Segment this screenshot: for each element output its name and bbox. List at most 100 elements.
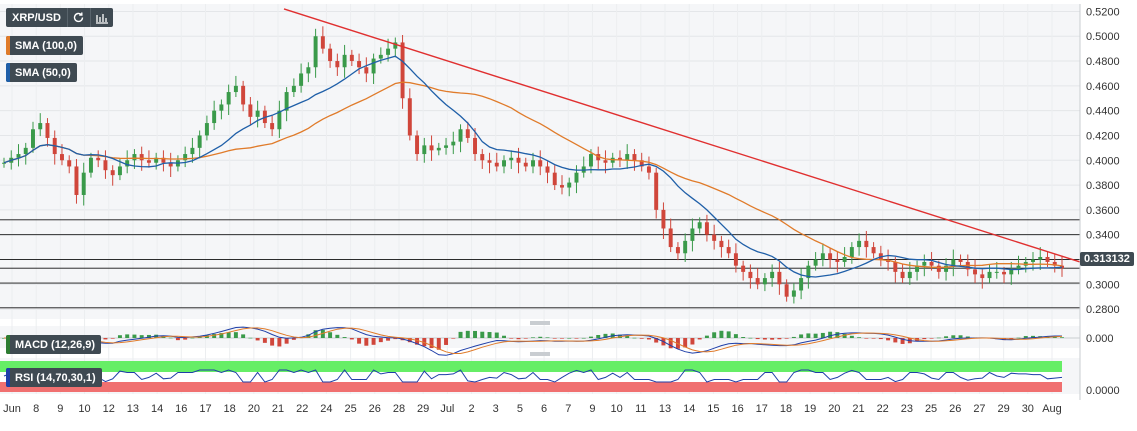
candle-body — [465, 129, 470, 138]
rsi-neutral-zone — [0, 372, 1062, 382]
x-tick-label: 6 — [541, 403, 547, 415]
macd-histogram-bar — [574, 338, 579, 339]
macd-indicator: 0.000 — [0, 326, 1114, 356]
macd-histogram-bar — [284, 338, 289, 344]
candle-body — [146, 160, 151, 163]
y-tick-label: 0.2800 — [1086, 304, 1120, 316]
candle-body — [545, 166, 550, 173]
macd-histogram-bar — [212, 333, 217, 338]
macd-histogram-bar — [704, 335, 709, 338]
candle-body — [183, 154, 188, 161]
macd-histogram-bar — [494, 332, 499, 338]
candle-body — [1038, 256, 1043, 260]
candle-body — [726, 247, 731, 254]
candle-body — [313, 36, 318, 68]
macd-histogram-bar — [219, 333, 224, 338]
candle-body — [494, 162, 499, 167]
candle-body — [59, 154, 64, 161]
sma100-legend[interactable]: SMA (100,0) — [6, 36, 83, 55]
pane-resize-handle[interactable] — [530, 352, 550, 356]
sma50-legend[interactable]: SMA (50,0) — [6, 63, 77, 82]
candle-body — [1045, 256, 1050, 262]
x-tick-label: 12 — [103, 403, 115, 415]
candle-body — [436, 147, 441, 151]
candle-body — [386, 48, 391, 55]
macd-histogram-bar — [799, 334, 804, 338]
x-tick-label: 11 — [635, 403, 646, 415]
candle-body — [625, 154, 630, 161]
candle-body — [806, 265, 811, 279]
candle-body — [842, 256, 847, 262]
candle-body — [531, 160, 535, 167]
refresh-icon[interactable] — [66, 8, 90, 27]
macd-histogram-bar — [936, 337, 941, 339]
macd-histogram-bar — [726, 331, 731, 338]
x-tick-label: 10 — [78, 403, 90, 415]
macd-histogram-bar — [465, 330, 470, 338]
candle-body — [502, 160, 506, 167]
x-tick-label: 18 — [224, 403, 236, 415]
macd-legend[interactable]: MACD (12,26,9) — [6, 335, 102, 354]
macd-histogram-bar — [697, 338, 702, 340]
macd-histogram-bar — [813, 333, 818, 338]
x-tick-label: 15 — [707, 403, 719, 415]
macd-histogram-bar — [444, 338, 449, 345]
macd-histogram-bar — [328, 332, 333, 338]
candle-body — [31, 129, 35, 148]
bar-chart-icon[interactable] — [89, 8, 113, 27]
macd-histogram-bar — [168, 337, 173, 339]
macd-histogram-bar — [820, 332, 825, 338]
macd-histogram-bar — [226, 332, 231, 338]
macd-histogram-bar — [502, 335, 506, 338]
symbol-box[interactable]: XRP/USD — [6, 8, 113, 27]
pane-resize-handle[interactable] — [530, 321, 550, 325]
macd-histogram-bar — [509, 338, 514, 339]
macd-histogram-bar — [262, 338, 267, 343]
macd-histogram-bar — [255, 338, 260, 341]
candle-body — [994, 271, 999, 273]
x-tick-label: Jul — [440, 403, 454, 415]
candle-body — [429, 145, 434, 151]
macd-histogram-bar — [835, 332, 840, 338]
macd-histogram-bar — [183, 338, 188, 340]
macd-histogram-bar — [378, 338, 383, 343]
candle-body — [973, 269, 978, 275]
macd-histogram-bar — [588, 336, 593, 338]
candle-body — [407, 98, 412, 136]
macd-histogram-bar — [878, 338, 883, 340]
candle-body — [197, 135, 202, 148]
x-tick-label: 29 — [998, 403, 1010, 415]
macd-histogram-bar — [632, 337, 637, 339]
x-tick-label: 25 — [925, 403, 937, 415]
x-tick-label: 13 — [659, 403, 671, 415]
candle-body — [509, 157, 514, 161]
candle-body — [849, 247, 854, 257]
macd-histogram-bar — [560, 338, 564, 339]
macd-histogram-bar — [342, 337, 347, 338]
candle-body — [900, 271, 905, 279]
x-tick-label: 23 — [901, 403, 913, 415]
x-tick-label: 9 — [589, 403, 595, 415]
candle-body — [654, 172, 659, 210]
candle-body — [255, 110, 260, 117]
candle-body — [277, 110, 282, 130]
candle-body — [88, 157, 93, 173]
macd-histogram-bar — [777, 338, 782, 340]
candle-body — [458, 129, 463, 142]
macd-histogram-bar — [364, 338, 369, 346]
macd-histogram-bar — [886, 338, 891, 341]
macd-histogram-bar — [415, 338, 420, 345]
macd-histogram-bar — [784, 338, 789, 339]
candle-body — [813, 259, 818, 266]
candle-body — [632, 154, 637, 161]
x-tick-label: 13 — [127, 403, 139, 415]
candle-body — [770, 271, 775, 279]
sma50-swatch — [6, 63, 10, 82]
candle-body — [552, 172, 557, 186]
macd-histogram-bar — [110, 338, 115, 339]
rsi-legend[interactable]: RSI (14,70,30,1) — [6, 368, 102, 387]
candle-body — [951, 259, 956, 266]
macd-histogram-bar — [175, 338, 180, 341]
sma50-line — [3, 55, 1063, 278]
